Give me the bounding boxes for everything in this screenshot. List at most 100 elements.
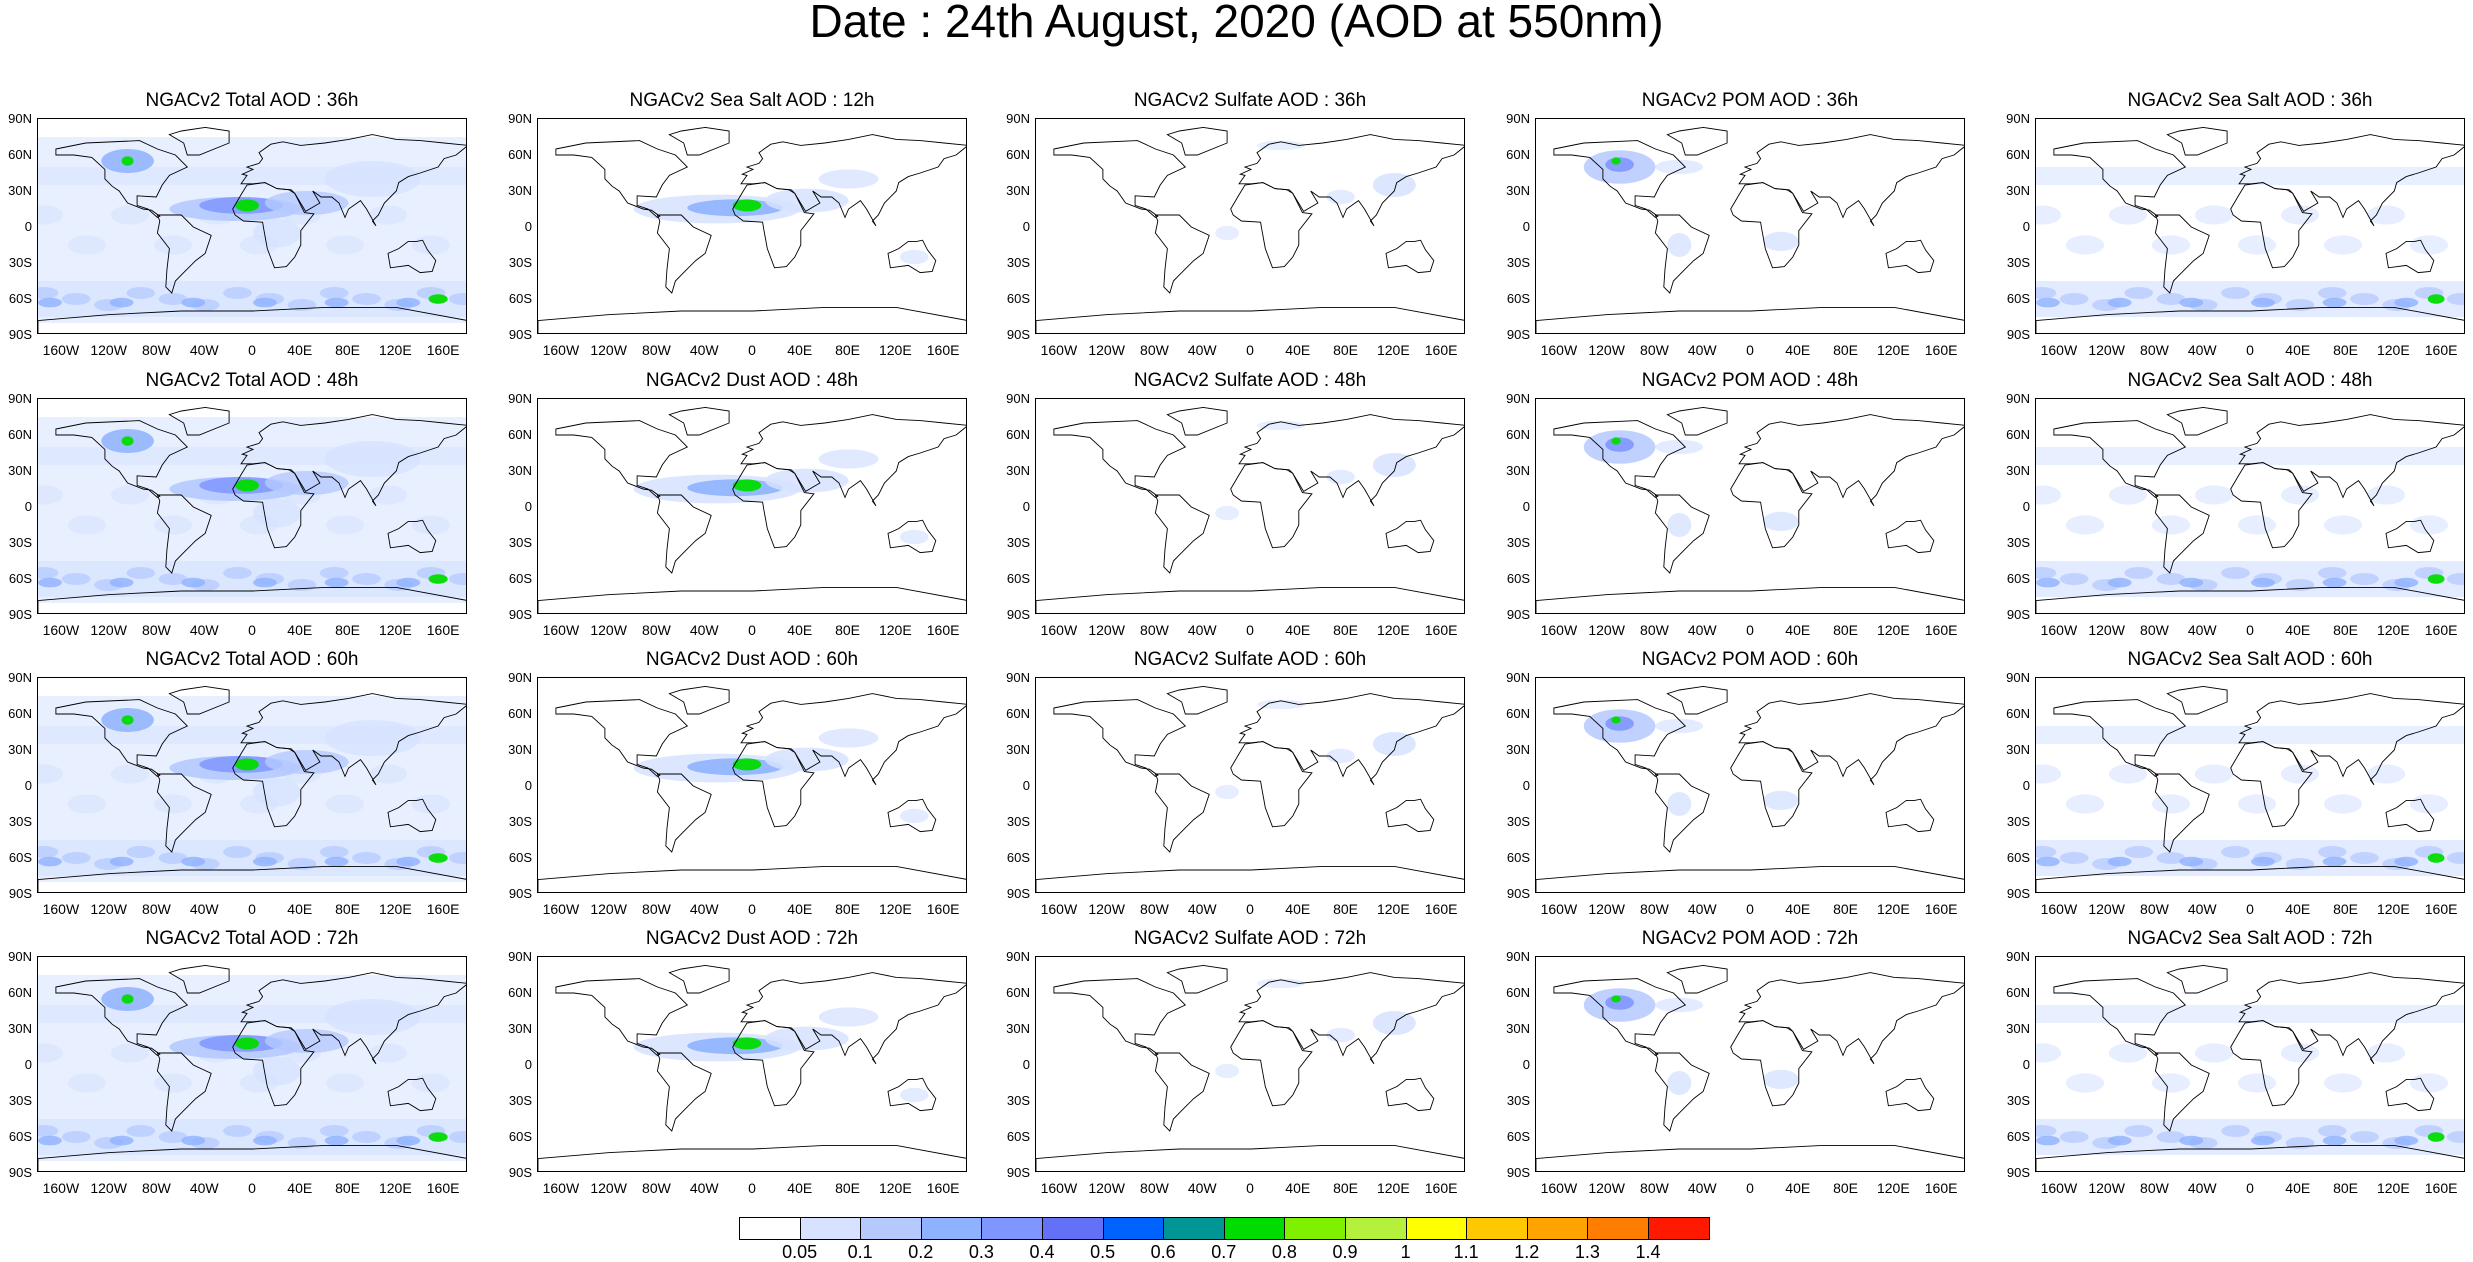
lon-tick-label: 40E	[287, 1180, 313, 1196]
lon-tick-label: 40W	[1687, 1180, 1717, 1196]
aod-field	[1036, 126, 1464, 333]
lat-tick-label: 60S	[2006, 291, 2030, 306]
map-panel: NGACv2 Sulfate AOD : 60h 90N 60N 30N 0 30S 60S…	[1006, 650, 1465, 916]
lon-tick-label: 160E	[2424, 901, 2458, 917]
lat-tick-label: 0	[24, 499, 32, 514]
lat-tick-label: 30S	[508, 1093, 532, 1108]
lon-tick-label: 120E	[378, 622, 412, 638]
lat-tick-label: 60N	[1006, 985, 1030, 1000]
lat-tick-label: 60S	[1506, 571, 1530, 586]
lat-tick-label: 60S	[1006, 291, 1030, 306]
lon-tick-label: 80E	[335, 622, 360, 638]
map-panel: NGACv2 POM AOD : 72h 90N 60N 30N 0 30S 60S 90S 1…	[1506, 929, 1965, 1195]
lon-tick-label: 160E	[1924, 342, 1958, 358]
lon-tick-label: 40W	[689, 1180, 719, 1196]
lat-tick-label: 60S	[2006, 1129, 2030, 1144]
lon-tick-label: 40W	[189, 901, 219, 917]
aod-field	[538, 964, 966, 1171]
lat-tick-label: 30S	[508, 814, 532, 829]
colorbar-label: 0.9	[1332, 1242, 1358, 1262]
colorbar-box	[981, 1217, 1043, 1240]
lat-tick-label: 90N	[1506, 391, 1530, 406]
map-panel: NGACv2 Sulfate AOD : 72h 90N 60N 30N 0 30S 60S…	[1006, 929, 1465, 1195]
lon-tick-label: 160E	[926, 622, 960, 638]
lat-tick-label: 90N	[508, 391, 532, 406]
aod-colorbar	[739, 1217, 1710, 1240]
lon-tick-label: 80E	[1333, 1180, 1358, 1196]
lat-tick-label: 30N	[1506, 183, 1530, 198]
lat-tick-label: 90S	[508, 607, 532, 622]
lon-tick-label: 160W	[2040, 1180, 2078, 1196]
lon-tick-label: 80W	[2140, 622, 2169, 638]
world-map	[1035, 677, 1465, 893]
lon-tick-label: 160E	[926, 901, 960, 917]
map-panel: NGACv2 POM AOD : 60h 90N 60N 30N 0 30S 60S 90S 1…	[1506, 650, 1965, 916]
panel-title: NGACv2 Sea Salt AOD : 72h	[2127, 928, 2373, 949]
aod-field	[38, 126, 466, 333]
colorbar-label: 0.8	[1271, 1242, 1297, 1262]
lon-tick-label: 40W	[189, 342, 219, 358]
lat-tick-label: 60N	[1506, 147, 1530, 162]
lon-tick-label: 160E	[1424, 342, 1458, 358]
lon-tick-label: 80W	[1140, 622, 1169, 638]
lon-tick-label: 160E	[1924, 901, 1958, 917]
lon-tick-label: 120E	[1876, 1180, 1910, 1196]
lon-tick-label: 160W	[1540, 342, 1578, 358]
lat-tick-label: 90S	[8, 327, 32, 342]
world-map	[2035, 677, 2465, 893]
lon-tick-label: 0	[2246, 901, 2254, 917]
lat-tick-label: 60N	[8, 706, 32, 721]
lat-tick-label: 0	[2022, 219, 2030, 234]
lon-tick-label: 160W	[2040, 342, 2078, 358]
panel-title: NGACv2 POM AOD : 36h	[1641, 90, 1859, 111]
lat-tick-label: 0	[524, 219, 532, 234]
lon-tick-label: 120W	[1588, 901, 1625, 917]
lon-tick-label: 160E	[926, 1180, 960, 1196]
map-panel: NGACv2 Total AOD : 60h 90N 60N 30N 0 30S 60S 90…	[8, 650, 467, 916]
lon-tick-label: 40W	[1687, 622, 1717, 638]
lon-tick-label: 0	[248, 901, 256, 917]
lat-tick-label: 90S	[2006, 1165, 2030, 1180]
lat-tick-label: 90S	[8, 886, 32, 901]
lon-tick-label: 40W	[2187, 342, 2217, 358]
aod-field	[2036, 964, 2464, 1171]
lat-tick-label: 30S	[8, 1093, 32, 1108]
panel-title: NGACv2 Total AOD : 60h	[145, 649, 359, 670]
map-panel: NGACv2 Dust AOD : 60h 90N 60N 30N 0 30S 60S 90S…	[508, 650, 967, 916]
lat-tick-label: 30N	[2006, 463, 2030, 478]
lon-tick-label: 80E	[1333, 342, 1358, 358]
lat-tick-label: 60N	[508, 706, 532, 721]
map-panel: NGACv2 Sea Salt AOD : 12h 90N 60N 30N 0 30S 60…	[508, 91, 967, 357]
lon-tick-label: 40E	[287, 342, 313, 358]
world-map	[1535, 118, 1965, 334]
lon-tick-label: 40W	[1187, 901, 1217, 917]
lon-tick-label: 40W	[1187, 622, 1217, 638]
lon-tick-label: 80E	[1333, 622, 1358, 638]
lon-tick-label: 80E	[835, 1180, 860, 1196]
lat-tick-label: 60S	[1506, 850, 1530, 865]
lat-tick-label: 90S	[508, 1165, 532, 1180]
lat-tick-label: 60S	[1006, 571, 1030, 586]
lat-tick-label: 0	[1022, 778, 1030, 793]
lat-tick-label: 90S	[8, 1165, 32, 1180]
lon-tick-label: 120E	[2376, 342, 2410, 358]
lat-tick-label: 0	[1022, 219, 1030, 234]
lon-tick-label: 160W	[42, 342, 80, 358]
colorbar-label: 1.1	[1453, 1242, 1479, 1262]
lat-tick-label: 60S	[8, 571, 32, 586]
lat-tick-label: 0	[1522, 219, 1530, 234]
lat-tick-label: 30S	[1506, 1093, 1530, 1108]
panel-title: NGACv2 Sulfate AOD : 48h	[1133, 370, 1367, 391]
lon-tick-label: 40E	[2285, 342, 2311, 358]
lon-tick-label: 40E	[2285, 1180, 2311, 1196]
world-map	[2035, 118, 2465, 334]
lon-tick-label: 120W	[90, 1180, 127, 1196]
panel-title: NGACv2 POM AOD : 48h	[1641, 370, 1859, 391]
lat-tick-label: 60N	[508, 427, 532, 442]
colorbar-box	[1163, 1217, 1225, 1240]
lat-tick-label: 30S	[2006, 535, 2030, 550]
lat-tick-label: 60S	[8, 850, 32, 865]
lon-tick-label: 80E	[335, 342, 360, 358]
lon-tick-label: 120E	[1376, 622, 1410, 638]
aod-field	[38, 964, 466, 1171]
